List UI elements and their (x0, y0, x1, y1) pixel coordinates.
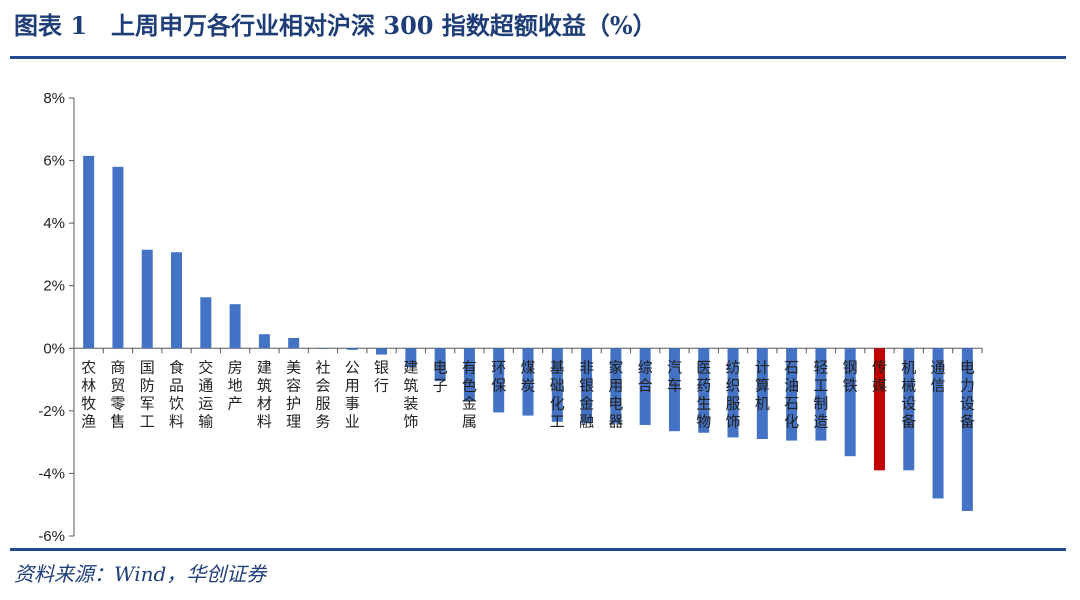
bar (83, 155, 95, 349)
bar (610, 348, 622, 424)
y-tick-label: 6% (43, 153, 65, 170)
bar (581, 348, 593, 424)
bar (522, 348, 534, 416)
bottom-rule (10, 548, 1066, 551)
figure-title: 图表 1 上周申万各行业相对沪深 300 指数超额收益（%） (14, 11, 657, 40)
bar (258, 334, 270, 349)
category-label: 交通运输 (198, 358, 213, 430)
bar (639, 348, 651, 425)
source-note: 资料来源：Wind，华创证券 (14, 562, 267, 586)
category-label: 非银金融 (579, 358, 594, 430)
bar (873, 348, 885, 471)
category-label: 家用电器 (608, 358, 623, 430)
category-label: 银行 (374, 358, 389, 394)
bar (317, 348, 329, 349)
y-tick-label: 8% (43, 90, 65, 107)
bar (932, 348, 944, 499)
category-label: 传媒 (872, 358, 887, 394)
bar (405, 348, 417, 368)
top-rule (10, 56, 1066, 59)
bar (903, 348, 915, 471)
category-label: 电力设备 (960, 358, 975, 430)
bar (668, 348, 680, 432)
category-label: 公用事业 (345, 358, 360, 430)
bar (376, 348, 388, 355)
bar (229, 304, 241, 349)
category-label: 食品饮料 (169, 358, 184, 430)
category-label: 基础化工 (550, 358, 565, 430)
category-label: 煤炭 (520, 358, 535, 394)
bar (756, 348, 768, 440)
category-label: 国防军工 (140, 358, 155, 430)
category-label: 房地产 (228, 358, 243, 412)
bar-chart: 8% 6% 4% 2% 0% -2% -4% -6% 农林牧渔商贸零售国防军工食品饮料交通运输房… (38, 90, 983, 545)
y-tick-label: 0% (43, 340, 65, 357)
bar (463, 348, 475, 402)
category-label: 农林牧渔 (81, 358, 96, 430)
category-label: 建筑装饰 (403, 358, 418, 430)
y-tick-label: -4% (38, 465, 65, 482)
y-tick-label: -2% (38, 403, 65, 420)
bar (141, 249, 153, 349)
y-tick-label: -6% (38, 528, 65, 545)
category-label: 社会服务 (315, 358, 330, 430)
category-label: 建筑材料 (257, 358, 272, 430)
category-label: 环保 (491, 358, 506, 394)
category-label: 通信 (931, 358, 946, 394)
bar (493, 348, 505, 413)
category-label: 机械设备 (901, 358, 916, 430)
bar (815, 348, 827, 441)
bar (346, 348, 358, 350)
category-label: 石油石化 (784, 358, 799, 430)
bar (844, 348, 856, 457)
category-label: 商贸零售 (110, 358, 125, 430)
category-label: 轻工制造 (813, 358, 828, 430)
bar (727, 348, 739, 438)
bar (200, 297, 212, 349)
category-label: 汽车 (667, 358, 682, 394)
category-label: 综合 (638, 358, 653, 394)
category-label: 美容护理 (286, 358, 301, 430)
bar (786, 348, 798, 441)
category-label: 计算机 (755, 358, 770, 412)
category-label: 有色金属 (462, 358, 477, 430)
bar (288, 337, 300, 349)
category-label: 钢铁 (843, 358, 858, 394)
category-label: 纺织服饰 (726, 358, 741, 430)
bar (698, 348, 710, 433)
bar (434, 348, 446, 382)
bar (961, 348, 973, 511)
y-tick-label: 4% (43, 215, 65, 232)
bar (112, 166, 124, 349)
category-label: 医药生物 (696, 358, 711, 430)
bar (551, 348, 563, 422)
bar (171, 252, 183, 349)
category-label: 电子 (433, 358, 448, 394)
y-tick-label: 2% (43, 278, 65, 295)
